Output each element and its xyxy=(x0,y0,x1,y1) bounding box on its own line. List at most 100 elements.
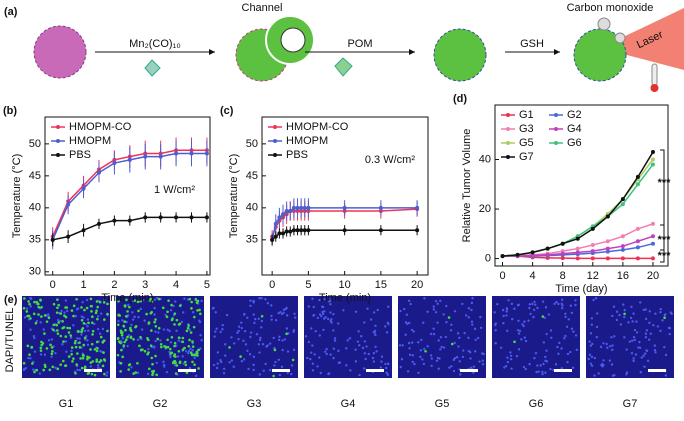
nucleus xyxy=(372,351,376,355)
tunel xyxy=(184,363,188,367)
thermometer-bulb xyxy=(650,84,659,92)
tunel xyxy=(86,357,89,361)
nucleus xyxy=(332,347,336,350)
scale-bar xyxy=(178,369,196,372)
nucleus xyxy=(211,307,215,310)
marker xyxy=(96,170,101,175)
nucleus xyxy=(434,310,438,314)
tunel xyxy=(191,345,195,348)
marker xyxy=(635,174,640,179)
tunel xyxy=(91,321,94,325)
tunel xyxy=(193,363,196,366)
nucleus xyxy=(323,298,326,301)
nucleus xyxy=(244,343,248,346)
tunel xyxy=(184,360,187,364)
x-tick-label: 12 xyxy=(587,270,599,282)
marker xyxy=(415,205,420,210)
marker xyxy=(273,234,278,239)
tunel xyxy=(663,316,666,320)
tunel xyxy=(166,338,169,342)
nucleus xyxy=(533,356,536,360)
tunel xyxy=(163,345,166,348)
nucleus xyxy=(311,344,314,347)
nucleus xyxy=(541,372,544,376)
nucleus xyxy=(193,356,196,360)
y-tick-label: 50 xyxy=(29,138,41,150)
nucleus xyxy=(252,313,255,316)
nucleus xyxy=(567,318,570,321)
nucleus xyxy=(569,304,573,307)
tunel xyxy=(32,312,36,316)
nucleus xyxy=(64,340,67,343)
nucleus xyxy=(505,310,508,313)
nucleus xyxy=(278,373,282,377)
nucleus xyxy=(322,317,326,320)
nucleus xyxy=(277,338,281,342)
tunel xyxy=(120,333,124,337)
nucleus xyxy=(458,336,461,339)
nucleus xyxy=(312,305,316,309)
tunel xyxy=(64,315,68,319)
nucleus xyxy=(510,302,514,306)
nucleus xyxy=(175,329,178,333)
tunel xyxy=(79,357,82,360)
nucleus xyxy=(549,329,553,332)
nucleus xyxy=(82,316,85,319)
nucleus xyxy=(434,299,438,303)
nucleus xyxy=(419,355,422,359)
tunel xyxy=(37,302,40,306)
nucleus xyxy=(589,332,593,335)
marker xyxy=(299,228,304,233)
nucleus xyxy=(136,338,140,341)
schematic: (a) Mn₂(CO)₁₀ Channel POM GSH Carbon mon… xyxy=(4,2,684,92)
marker xyxy=(306,205,311,210)
nucleus xyxy=(440,345,443,349)
nucleus xyxy=(24,367,27,370)
nucleus xyxy=(528,306,531,310)
legend-marker xyxy=(273,125,277,129)
tunel xyxy=(174,372,178,375)
marker xyxy=(575,256,580,261)
nucleus xyxy=(96,327,100,331)
nucleus xyxy=(534,351,538,355)
tunel xyxy=(98,360,101,364)
nucleus xyxy=(656,325,660,328)
nucleus xyxy=(633,328,637,332)
tunel xyxy=(191,340,194,343)
tunel xyxy=(106,312,109,316)
tunel xyxy=(22,306,26,310)
tunel xyxy=(64,335,68,338)
tunel xyxy=(239,355,242,358)
tunel xyxy=(199,312,202,316)
nucleus xyxy=(645,349,648,352)
y-tick-label: 30 xyxy=(29,266,41,278)
nucleus xyxy=(482,352,485,356)
nucleus xyxy=(257,343,261,346)
tunel xyxy=(81,356,85,360)
tunel xyxy=(149,344,153,347)
nucleus xyxy=(521,323,524,326)
nucleus xyxy=(437,339,440,342)
nucleus xyxy=(29,328,32,331)
nucleus xyxy=(401,344,404,347)
nucleus xyxy=(410,341,414,344)
nucleus xyxy=(563,337,566,340)
tunel xyxy=(178,322,182,326)
nucleus xyxy=(248,353,252,356)
nucleus xyxy=(337,322,340,325)
marker xyxy=(635,182,640,187)
nucleus xyxy=(560,298,564,301)
nucleus xyxy=(590,364,594,367)
nucleus xyxy=(222,371,226,375)
nucleus xyxy=(405,313,409,316)
tunel xyxy=(195,351,199,355)
nucleus xyxy=(647,338,651,341)
nucleus xyxy=(654,312,657,315)
nucleus xyxy=(408,353,412,357)
nucleus xyxy=(139,307,143,311)
nucleus xyxy=(329,303,332,306)
nucleus xyxy=(286,371,289,374)
x-tick-label: 16 xyxy=(617,270,629,282)
nucleus xyxy=(419,349,423,352)
nucleus xyxy=(363,352,366,355)
